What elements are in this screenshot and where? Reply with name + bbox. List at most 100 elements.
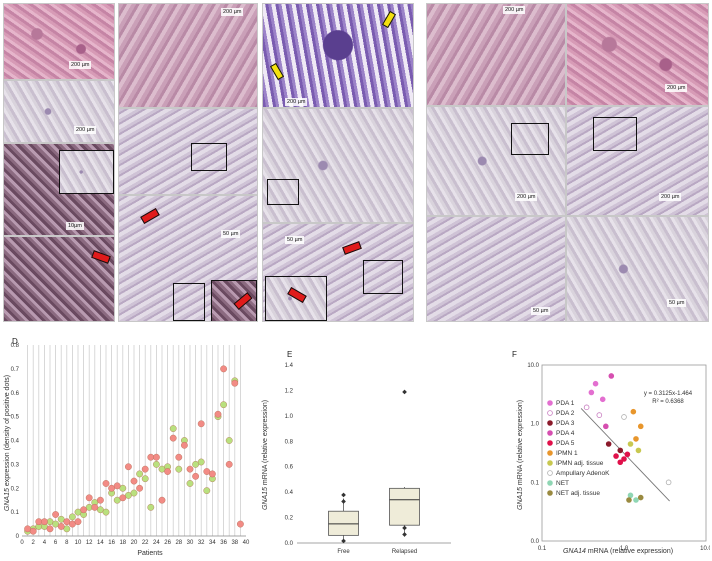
scale-label: 200 µm (74, 126, 97, 134)
ylabel-italic: GNA15 (262, 487, 269, 510)
data-point (627, 441, 634, 447)
chart-f-r2: R² = 0.6368 (652, 399, 684, 405)
data-point-red (124, 463, 132, 471)
data-point-red (236, 520, 244, 528)
x-tick-label: 12 (86, 540, 93, 546)
x-tick-label: 32 (198, 540, 205, 546)
data-point-green (197, 458, 205, 466)
legend-label: IPMN 1 (556, 450, 578, 457)
inset-zoom (59, 150, 114, 194)
category-label: Free (337, 549, 350, 555)
x-tick-label: 40 (243, 540, 250, 546)
x-tick-label: 14 (97, 540, 104, 546)
micrograph-c-ish-1: 200 µm (426, 106, 566, 216)
data-point-green (130, 489, 138, 497)
legend-marker (547, 410, 553, 416)
data-point-red (152, 453, 160, 461)
legend-marker (547, 480, 553, 486)
y-tick-label: 0.6 (285, 465, 294, 471)
legend-label: NET (556, 480, 569, 487)
scale-label: 200 µm (503, 6, 526, 14)
x-tick-label: 10 (75, 540, 82, 546)
legend-marker (547, 490, 553, 496)
data-point-green (169, 425, 177, 432)
data-point-red (85, 494, 93, 502)
legend-label: Ampullary AdenoK (556, 470, 610, 477)
data-point (624, 451, 631, 458)
x-tick-label: 36 (220, 540, 227, 546)
micrograph-c-he-2: 200 µm (566, 3, 709, 106)
y-tick-label: 10.0 (527, 363, 539, 369)
xlabel-italic: GNA14 (563, 548, 586, 555)
data-point-green (203, 487, 211, 495)
data-point-green (152, 460, 160, 468)
panel-d-letter: D (12, 337, 18, 346)
data-point-red (130, 477, 138, 485)
red-arrow (140, 208, 160, 224)
data-point-red (192, 472, 200, 480)
data-point (599, 396, 606, 403)
data-point-green (225, 437, 233, 444)
data-point (588, 389, 595, 396)
data-point-red (169, 434, 177, 442)
inset-box (173, 283, 205, 321)
data-point (603, 423, 609, 430)
data-point-red (91, 503, 99, 511)
ylabel-rest: mRNA (relative expression) (517, 400, 524, 487)
micrograph-b-zoom: 50 µm (262, 223, 414, 322)
data-point-red (186, 465, 194, 473)
y-tick-label: 0.2 (285, 516, 294, 522)
legend-label: IPMN adj. tissue (556, 460, 604, 467)
chart-e-ylabel: GNA15 mRNA (relative expression) (262, 400, 269, 510)
scale-label: 200 µm (221, 8, 244, 16)
inset-box (363, 260, 403, 294)
inset-zoom (265, 276, 327, 321)
x-tick-label: 18 (119, 540, 126, 546)
y-tick-label: 0.8 (11, 343, 20, 349)
yellow-arrow (269, 62, 285, 81)
micrograph-c-he-1: 200 µm (426, 3, 566, 106)
data-point-red (220, 365, 228, 373)
inset-box (191, 143, 227, 171)
data-point (633, 497, 639, 503)
micrograph-c-zoom-2: 50 µm (566, 216, 709, 322)
red-arrow (233, 292, 253, 310)
micrograph-a-zoom-2: 50 µm (118, 195, 258, 322)
legend-label: PDA 1 (556, 400, 575, 407)
chart-d: 00.10.20.30.40.50.60.70.80 2 4 6 8 10 12 14 16 18… (4, 343, 250, 557)
x-tick-label: 1.0 (620, 546, 629, 552)
y-tick-label: 0.1 (531, 480, 540, 486)
data-point (635, 447, 642, 454)
scale-label: 200 µm (665, 84, 688, 92)
outlier-mark: ◆ (402, 526, 407, 532)
data-point (626, 497, 632, 503)
ylabel-italic: GNA15 (4, 488, 11, 511)
data-point-red (175, 453, 183, 461)
y-tick-label: 0.0 (531, 539, 540, 545)
scale-label: 50 µm (285, 236, 305, 244)
y-tick-label: 0 (16, 534, 20, 540)
micrograph-a-zoom-1: 10µm (3, 143, 115, 236)
data-point-green (186, 480, 194, 487)
micrograph-a-he-small: 200 µm (3, 3, 115, 80)
data-point-green (147, 503, 155, 511)
data-point-red (208, 470, 216, 478)
data-point-red (80, 506, 88, 514)
y-tick-label: 1.0 (531, 422, 540, 428)
chart-d-ylabel: GNA15 expression (density of positive do… (4, 375, 11, 511)
legend-label: PDA 3 (556, 420, 575, 427)
red-arrow (287, 287, 307, 303)
x-tick-label: 6 (54, 540, 58, 546)
x-tick-label: 2 (32, 540, 36, 546)
data-point (665, 479, 672, 486)
data-point (613, 453, 619, 459)
chart-d-axes: 00.10.20.30.40.50.60.70.80 2 4 6 8 10 12 14 16 18… (11, 343, 250, 546)
micrograph-a-he-large: 200 µm (118, 3, 258, 108)
y-tick-label: 1.4 (285, 363, 294, 369)
data-point-green (69, 513, 76, 521)
x-tick-label: 4 (43, 540, 47, 546)
micrograph-b-he: 200 µm (262, 3, 414, 108)
legend-label: PDA 2 (556, 410, 575, 417)
data-point-red (141, 465, 149, 473)
